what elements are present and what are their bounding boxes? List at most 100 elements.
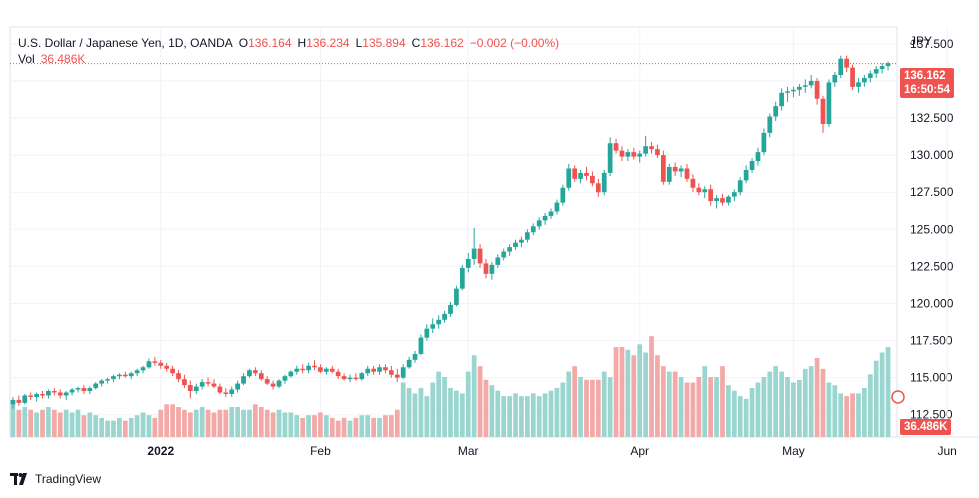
candle-body: [832, 74, 838, 83]
volume-bar: [81, 415, 87, 437]
candle-body: [672, 166, 678, 172]
candle-body: [802, 85, 808, 87]
event-flag-icon[interactable]: [891, 390, 905, 404]
volume-bar: [761, 377, 767, 437]
candle-body: [584, 172, 589, 176]
candle-body: [99, 380, 105, 384]
candle-body: [359, 373, 365, 380]
volume-bar: [690, 382, 696, 437]
candle-body: [341, 376, 347, 380]
x-tick-label: Apr: [630, 444, 649, 458]
plot-frame: [9, 26, 898, 438]
volume-bar: [253, 404, 258, 437]
candle-body: [288, 371, 294, 377]
volume-bar: [672, 371, 678, 437]
candle-body: [264, 379, 270, 384]
volume-bar: [377, 417, 382, 437]
volume-bar: [282, 412, 288, 437]
candle-body: [430, 324, 436, 329]
candle-body: [211, 383, 217, 387]
volume-bar: [394, 409, 400, 437]
candle-body: [495, 257, 501, 265]
candle-body: [258, 373, 264, 380]
volume-bar: [341, 417, 347, 437]
symbol-title[interactable]: U.S. Dollar / Japanese Yen, 1D, OANDA: [18, 36, 233, 50]
volume-bar: [436, 371, 442, 437]
candle-body: [323, 368, 329, 372]
volume-bar: [16, 409, 22, 437]
volume-bar: [34, 412, 39, 437]
volume-bar: [10, 404, 16, 437]
close-value: 136.162: [420, 36, 464, 50]
candle-body: [814, 80, 820, 99]
y-tick-label: 125.000: [910, 222, 954, 236]
volume-label[interactable]: Vol: [18, 52, 35, 66]
volume-bar: [708, 377, 714, 437]
candle-body: [294, 368, 300, 372]
last-price-badge: 136.162 16:50:54: [900, 68, 955, 98]
bar-countdown: 16:50:54: [904, 84, 951, 96]
candle-body: [643, 146, 648, 154]
candle-body: [590, 175, 595, 184]
candle-body: [477, 248, 483, 264]
candle-body: [117, 374, 122, 377]
candle-body: [270, 383, 276, 387]
volume-bar: [655, 355, 660, 437]
volume-bar: [684, 382, 690, 437]
volume-bar: [459, 393, 465, 437]
open-label: O: [238, 36, 249, 50]
currency-label: JPY: [910, 34, 932, 48]
candle-body: [726, 196, 731, 203]
candle-body: [276, 380, 282, 387]
candle-body: [193, 386, 199, 392]
candle-body: [223, 392, 229, 394]
volume-bar: [389, 415, 394, 437]
volume-bar: [820, 368, 826, 437]
candle-body: [199, 382, 205, 387]
volume-bar: [122, 420, 128, 437]
candle-body: [560, 187, 566, 203]
volume-bar: [365, 415, 371, 437]
volume-bar: [264, 409, 270, 437]
candle-body: [140, 367, 146, 371]
volume-bar: [548, 390, 554, 437]
candle-body: [708, 189, 714, 202]
candle-body: [57, 392, 63, 396]
candle-body: [838, 58, 844, 75]
volume-bar: [501, 396, 507, 437]
x-tick-label: Feb: [310, 444, 331, 458]
volume-bar: [235, 407, 241, 437]
volume-bar: [276, 409, 282, 437]
volume-bar: [187, 412, 193, 437]
candle-body: [235, 383, 241, 390]
candle-body: [826, 82, 832, 124]
candle-body: [743, 169, 749, 181]
candle-body: [87, 388, 93, 392]
candle-body: [146, 361, 152, 368]
volume-bar: [371, 417, 376, 437]
candle-body: [318, 367, 323, 372]
volume-bar: [637, 344, 643, 437]
candle-body: [170, 368, 175, 374]
volume-bar: [146, 415, 152, 437]
volume-bar: [814, 357, 820, 437]
candle-body: [406, 359, 412, 368]
candle-body: [10, 399, 16, 405]
candle-body: [122, 374, 128, 377]
tradingview-footer[interactable]: TradingView: [10, 472, 101, 486]
candle-body: [454, 288, 459, 305]
volume-bar: [347, 420, 353, 437]
volume-bar: [158, 409, 164, 437]
volume-bar: [773, 366, 779, 437]
volume-bar: [755, 382, 761, 437]
candle-body: [808, 80, 814, 86]
volume-bar: [513, 393, 518, 437]
candle-body: [28, 395, 34, 397]
candle-body: [507, 247, 512, 252]
volume-bar: [631, 355, 637, 437]
candle-body: [371, 368, 376, 372]
volume-bar: [46, 407, 51, 437]
volume-bar: [743, 398, 749, 437]
candle-body: [22, 395, 28, 403]
